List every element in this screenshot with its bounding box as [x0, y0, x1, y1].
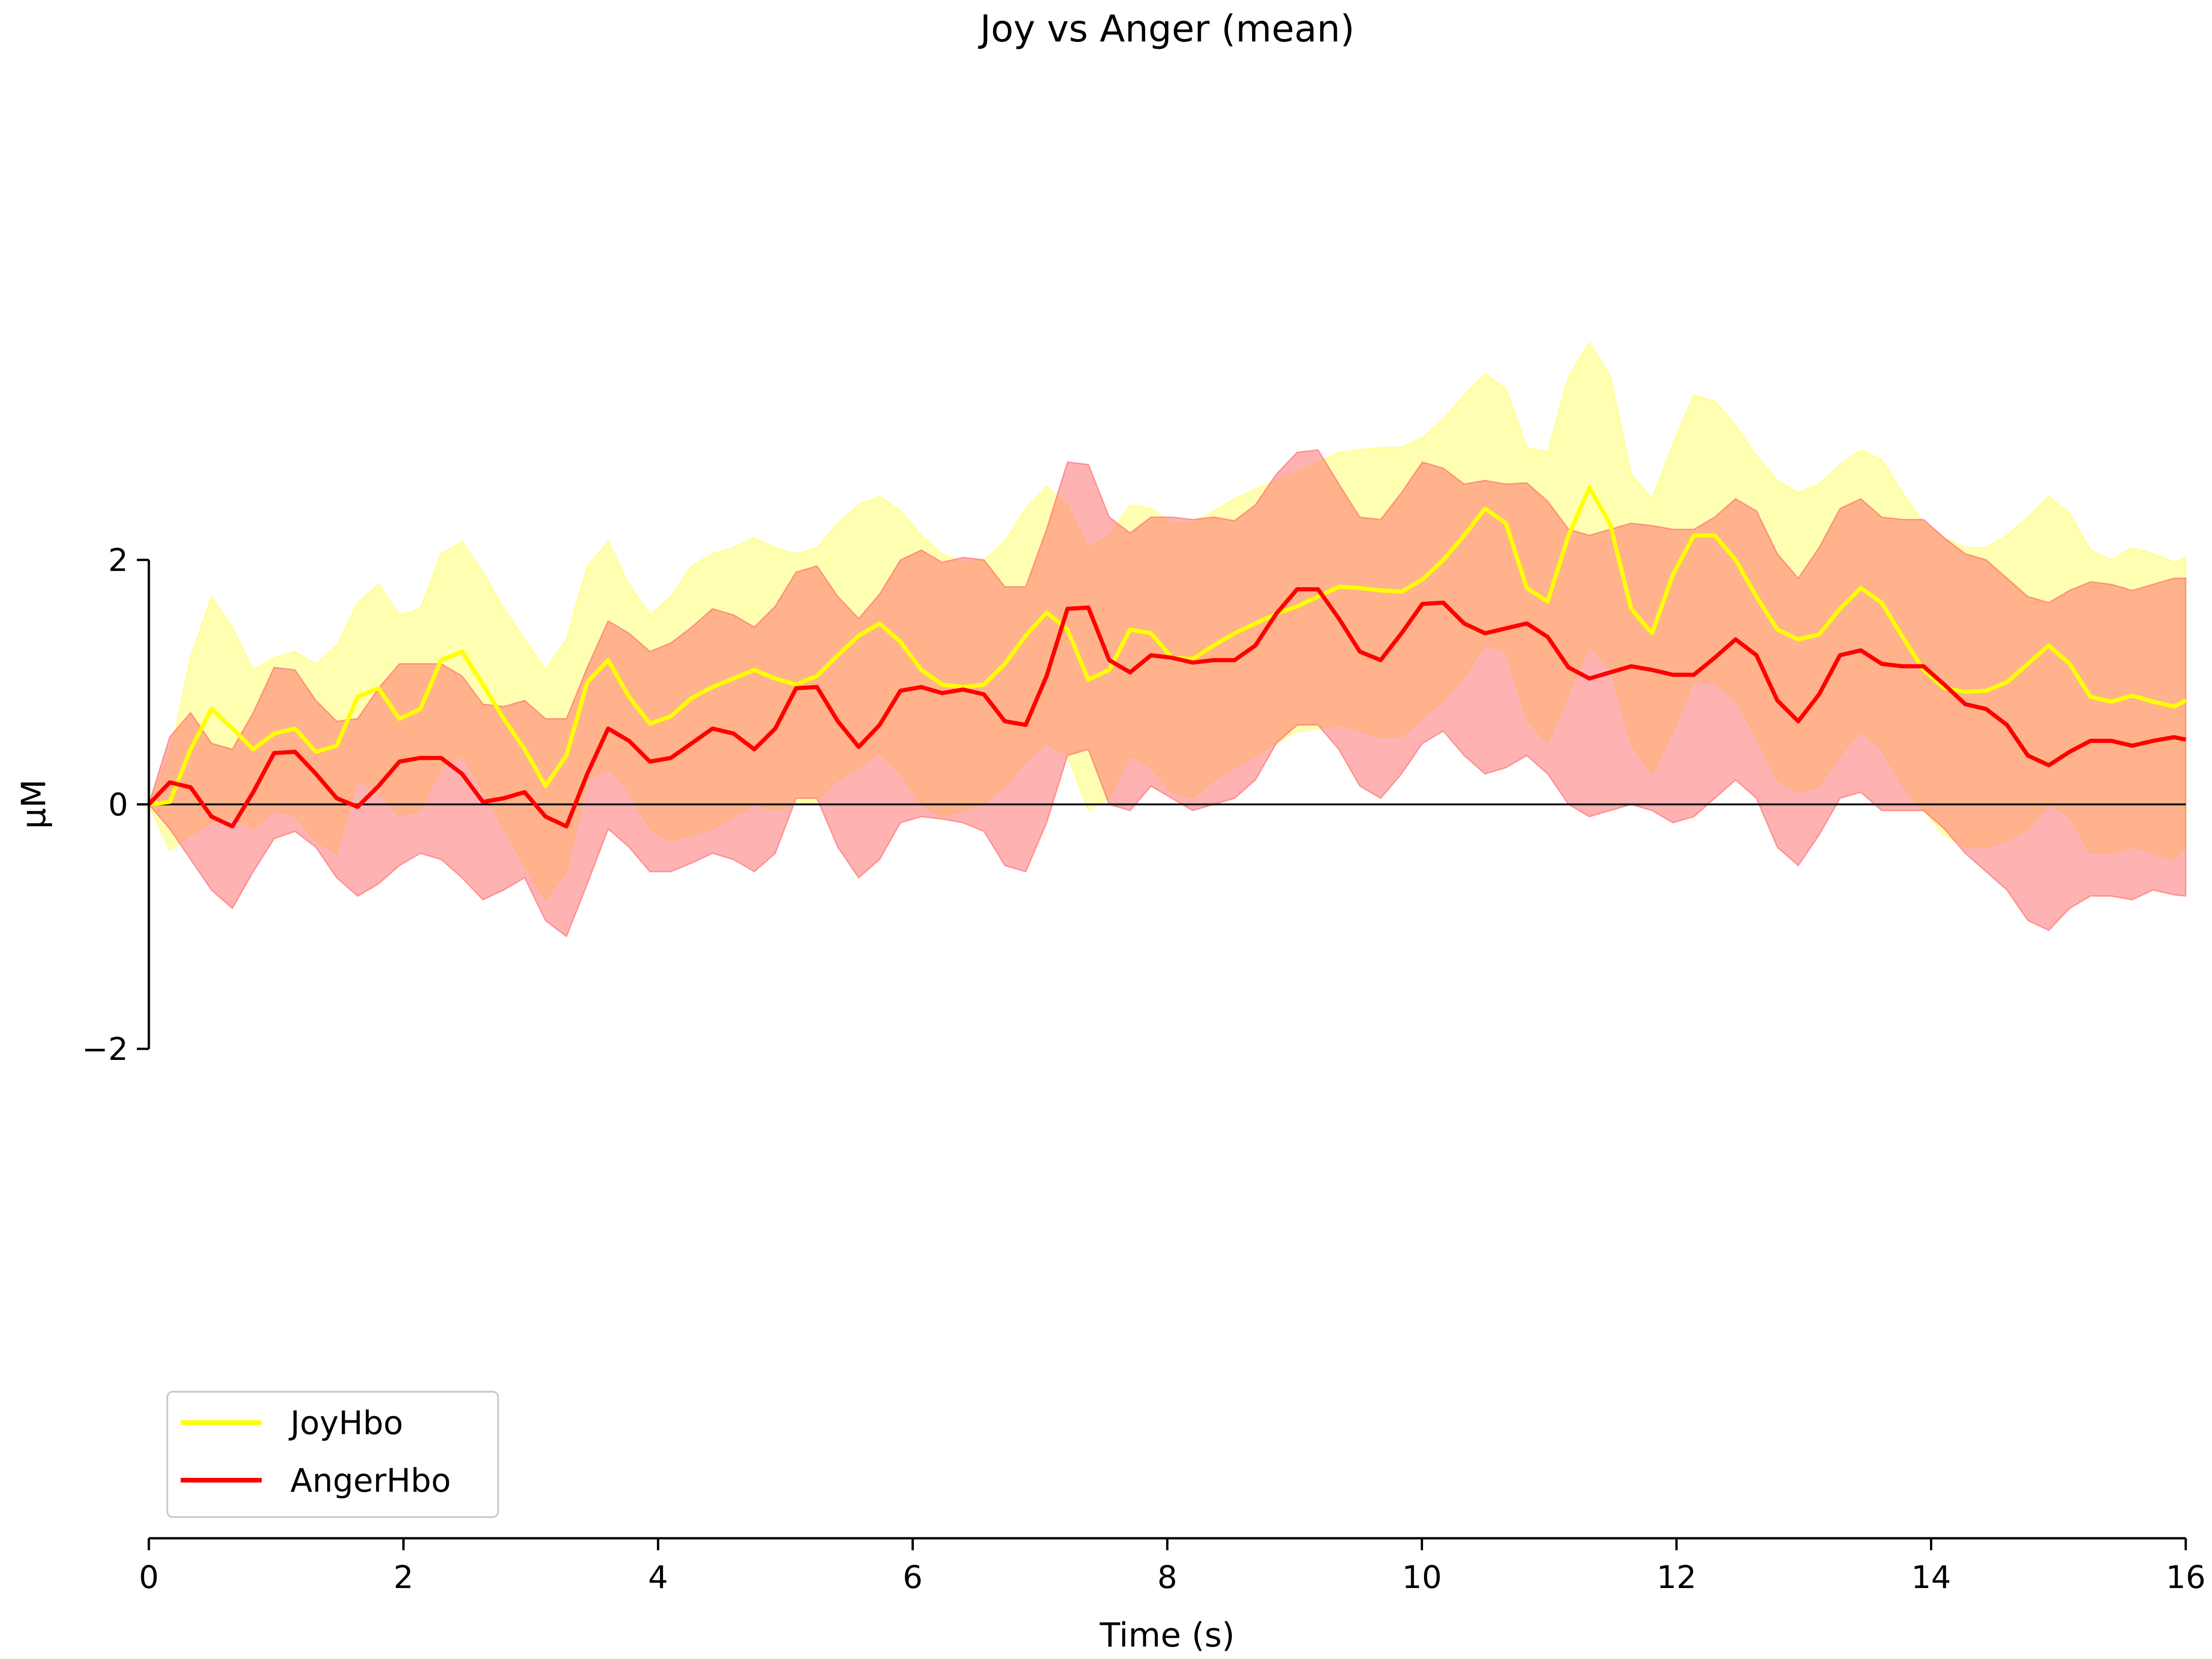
y-axis: −2 0 2	[82, 542, 150, 1068]
chart-title: Joy vs Anger (mean)	[978, 7, 1355, 50]
series-lines	[147, 486, 2187, 829]
line-angerhbo	[147, 587, 2186, 829]
x-tick-label: 0	[139, 1559, 159, 1596]
legend-label-angerhbo: AngerHbo	[290, 1462, 451, 1500]
x-tick-label: 2	[394, 1559, 413, 1596]
confidence-bands	[148, 341, 2187, 938]
x-tick-label: 6	[903, 1559, 923, 1596]
y-tick-label: 2	[108, 542, 128, 579]
y-tick-label: −2	[82, 1031, 128, 1068]
x-tick-label: 8	[1157, 1559, 1177, 1596]
legend-label-joyhbo: JoyHbo	[288, 1404, 403, 1442]
band-angerhbo	[148, 449, 2187, 938]
x-tick-label: 4	[648, 1559, 668, 1596]
y-tick-label: 0	[108, 787, 128, 824]
x-axis: 0 2 4 6 8 10 12 14 16	[139, 1537, 2206, 1596]
x-tick-label: 16	[2166, 1559, 2206, 1596]
x-tick-label: 12	[1657, 1559, 1697, 1596]
x-tick-label: 10	[1402, 1559, 1442, 1596]
legend: JoyHbo AngerHbo	[166, 1391, 499, 1518]
x-axis-label: Time (s)	[1100, 1616, 1235, 1654]
x-tick-label: 14	[1911, 1559, 1951, 1596]
y-axis-label: μM	[14, 779, 53, 829]
